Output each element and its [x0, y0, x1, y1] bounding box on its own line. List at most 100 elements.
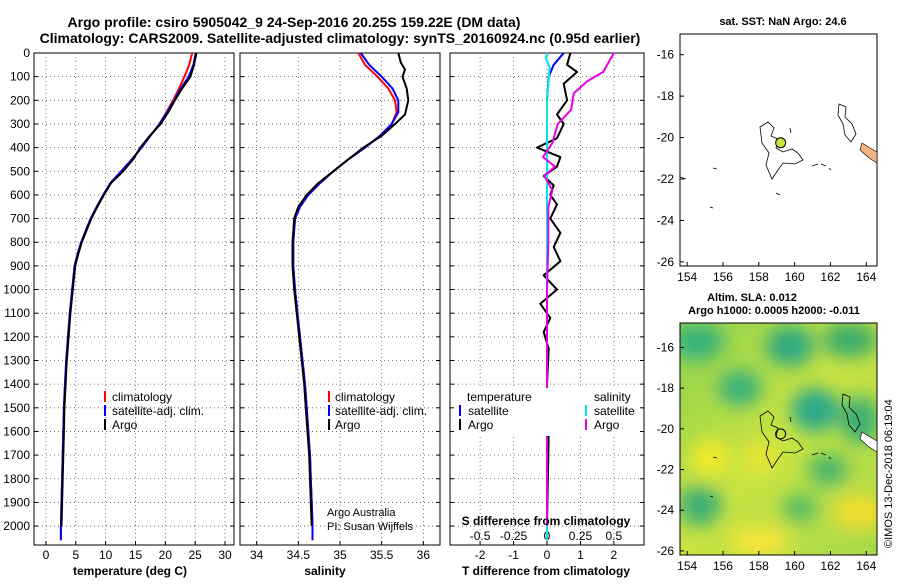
- series-line-argo: [60, 52, 198, 527]
- map-lon-tick-label: 156: [713, 559, 733, 573]
- map-lat-tick-label: -22: [657, 172, 675, 186]
- depth-tick-label: 300: [10, 117, 30, 131]
- series-line-s-satellite: [544, 52, 551, 541]
- difference-xlabel: T difference from climatology: [462, 564, 630, 578]
- depth-tick-label: 1200: [3, 330, 30, 344]
- depth-tick-label: 1700: [3, 448, 30, 462]
- coastline-islet-e: [775, 192, 781, 196]
- legend-swatch-climatology: [104, 391, 106, 402]
- legend-argo: Argo: [335, 418, 361, 432]
- series-line-satellite-adj-clim-: [59, 52, 197, 541]
- x-tick-label: 1: [577, 548, 584, 562]
- land-new-caledonia-sst: [859, 142, 878, 164]
- coastline-chesterfield: [759, 121, 804, 180]
- sla-map-coastlines: [709, 393, 861, 498]
- depth-tick-label: 1300: [3, 354, 30, 368]
- depth-tick-label: 600: [10, 188, 30, 202]
- map-lat-tick-label: -26: [657, 255, 675, 269]
- map-lon-tick-label: 160: [785, 559, 805, 573]
- coastline-islet-d: [679, 176, 687, 180]
- coastline-islet-c: [789, 416, 792, 423]
- legend-swatch-t-argo: [459, 419, 461, 430]
- series-line-s-argo: [542, 52, 615, 527]
- salinity-legend: climatology satellite-adj. clim. Argo Ar…: [327, 390, 427, 533]
- x-tick-label: 30: [218, 548, 232, 562]
- x-tick-label: -2: [475, 548, 486, 562]
- map-lat-tick-label: -18: [657, 381, 675, 395]
- depth-tick-label: 1000: [3, 283, 30, 297]
- s-difference-tick-label: 0.5: [606, 529, 623, 543]
- map-lat-tick-label: -18: [657, 89, 675, 103]
- legend-swatch-s-satellite: [585, 405, 587, 416]
- map-lon-tick-label: 164: [856, 270, 876, 284]
- temperature-legend: climatology satellite-adj. clim. Argo: [104, 390, 204, 432]
- map-lon-tick-label: 158: [749, 270, 769, 284]
- legend-swatch-t-satellite: [459, 405, 461, 416]
- temperature-panel: [33, 52, 235, 546]
- x-tick-label: 36: [417, 548, 431, 562]
- legend-temperature-title: temperature: [467, 390, 532, 404]
- coastline-reef-east: [841, 393, 861, 433]
- coastline-islet-c: [789, 127, 792, 134]
- x-tick-label: 15: [129, 548, 143, 562]
- annotation-argo-australia: Argo Australia: [327, 507, 396, 519]
- x-tick-label: 35.5: [370, 548, 394, 562]
- depth-tick-label: 1100: [4, 306, 30, 320]
- depth-tick-label: 800: [10, 235, 30, 249]
- coastline-islet-b: [709, 206, 714, 209]
- map-lon-tick-label: 164: [856, 559, 876, 573]
- x-tick-label: 5: [72, 548, 79, 562]
- depth-tick-label: 100: [10, 70, 30, 84]
- legend-swatch-s-argo: [585, 419, 587, 430]
- x-tick-label: 25: [189, 548, 203, 562]
- coastline-islet-a: [712, 456, 718, 459]
- sst-map-coastlines: [679, 103, 857, 209]
- legend-argo: Argo: [112, 418, 138, 432]
- sst-map-frame: [679, 33, 878, 267]
- salinity-xlabel: salinity: [304, 564, 346, 578]
- x-tick-label: 0: [544, 548, 551, 562]
- depth-tick-label: 0: [23, 46, 30, 60]
- legend-satellite-adj: satellite-adj. clim.: [112, 404, 204, 418]
- map-lat-tick-label: -22: [657, 463, 675, 477]
- sla-map-frame: [679, 322, 878, 556]
- legend-background: [454, 388, 639, 436]
- legend-s-satellite: satellite: [594, 404, 635, 418]
- x-tick-label: 34.5: [287, 548, 311, 562]
- legend-salinity-title: salinity: [594, 390, 631, 404]
- map-lon-tick-label: 162: [820, 559, 840, 573]
- legend-swatch-climatology: [328, 391, 330, 402]
- s-difference-tick-label: 0.25: [569, 529, 593, 543]
- s-difference-label: S difference from climatology: [462, 514, 631, 528]
- x-tick-label: 34: [250, 548, 264, 562]
- legend-satellite-adj: satellite-adj. clim.: [335, 404, 427, 418]
- x-tick-label: 20: [159, 548, 173, 562]
- legend-climatology: climatology: [335, 390, 395, 404]
- x-tick-label: 2: [611, 548, 618, 562]
- series-line-argo: [291, 52, 410, 527]
- sla-field: [680, 323, 877, 555]
- legend-swatch-argo: [104, 419, 106, 430]
- difference-legend: temperature satellite Argo salinity sate…: [454, 388, 639, 436]
- legend-t-satellite: satellite: [468, 404, 509, 418]
- depth-tick-label: 900: [10, 259, 30, 273]
- depth-tick-label: 1400: [3, 377, 30, 391]
- depth-tick-label: 500: [10, 164, 30, 178]
- coastline-reef-east: [837, 103, 857, 143]
- coastline-islet-b: [709, 495, 714, 498]
- legend-t-argo: Argo: [468, 418, 494, 432]
- map-lat-tick-label: -16: [657, 48, 675, 62]
- depth-tick-label: 2000: [3, 519, 30, 533]
- map-lon-tick-label: 162: [820, 270, 840, 284]
- map-lon-tick-label: 156: [713, 270, 733, 284]
- legend-swatch-satellite: [104, 405, 106, 416]
- legend-s-argo: Argo: [594, 418, 620, 432]
- s-difference-tick-label: -0.5: [470, 529, 491, 543]
- map-lat-tick-label: -16: [657, 340, 675, 354]
- sst-map-title: sat. SST: NaN Argo: 24.6: [719, 16, 846, 28]
- figure-title-line2: Climatology: CARS2009. Satellite-adjuste…: [40, 30, 641, 46]
- argo-position-marker: [775, 428, 787, 440]
- s-difference-tick-label: -0.25: [500, 529, 528, 543]
- map-lat-tick-label: -26: [657, 544, 675, 558]
